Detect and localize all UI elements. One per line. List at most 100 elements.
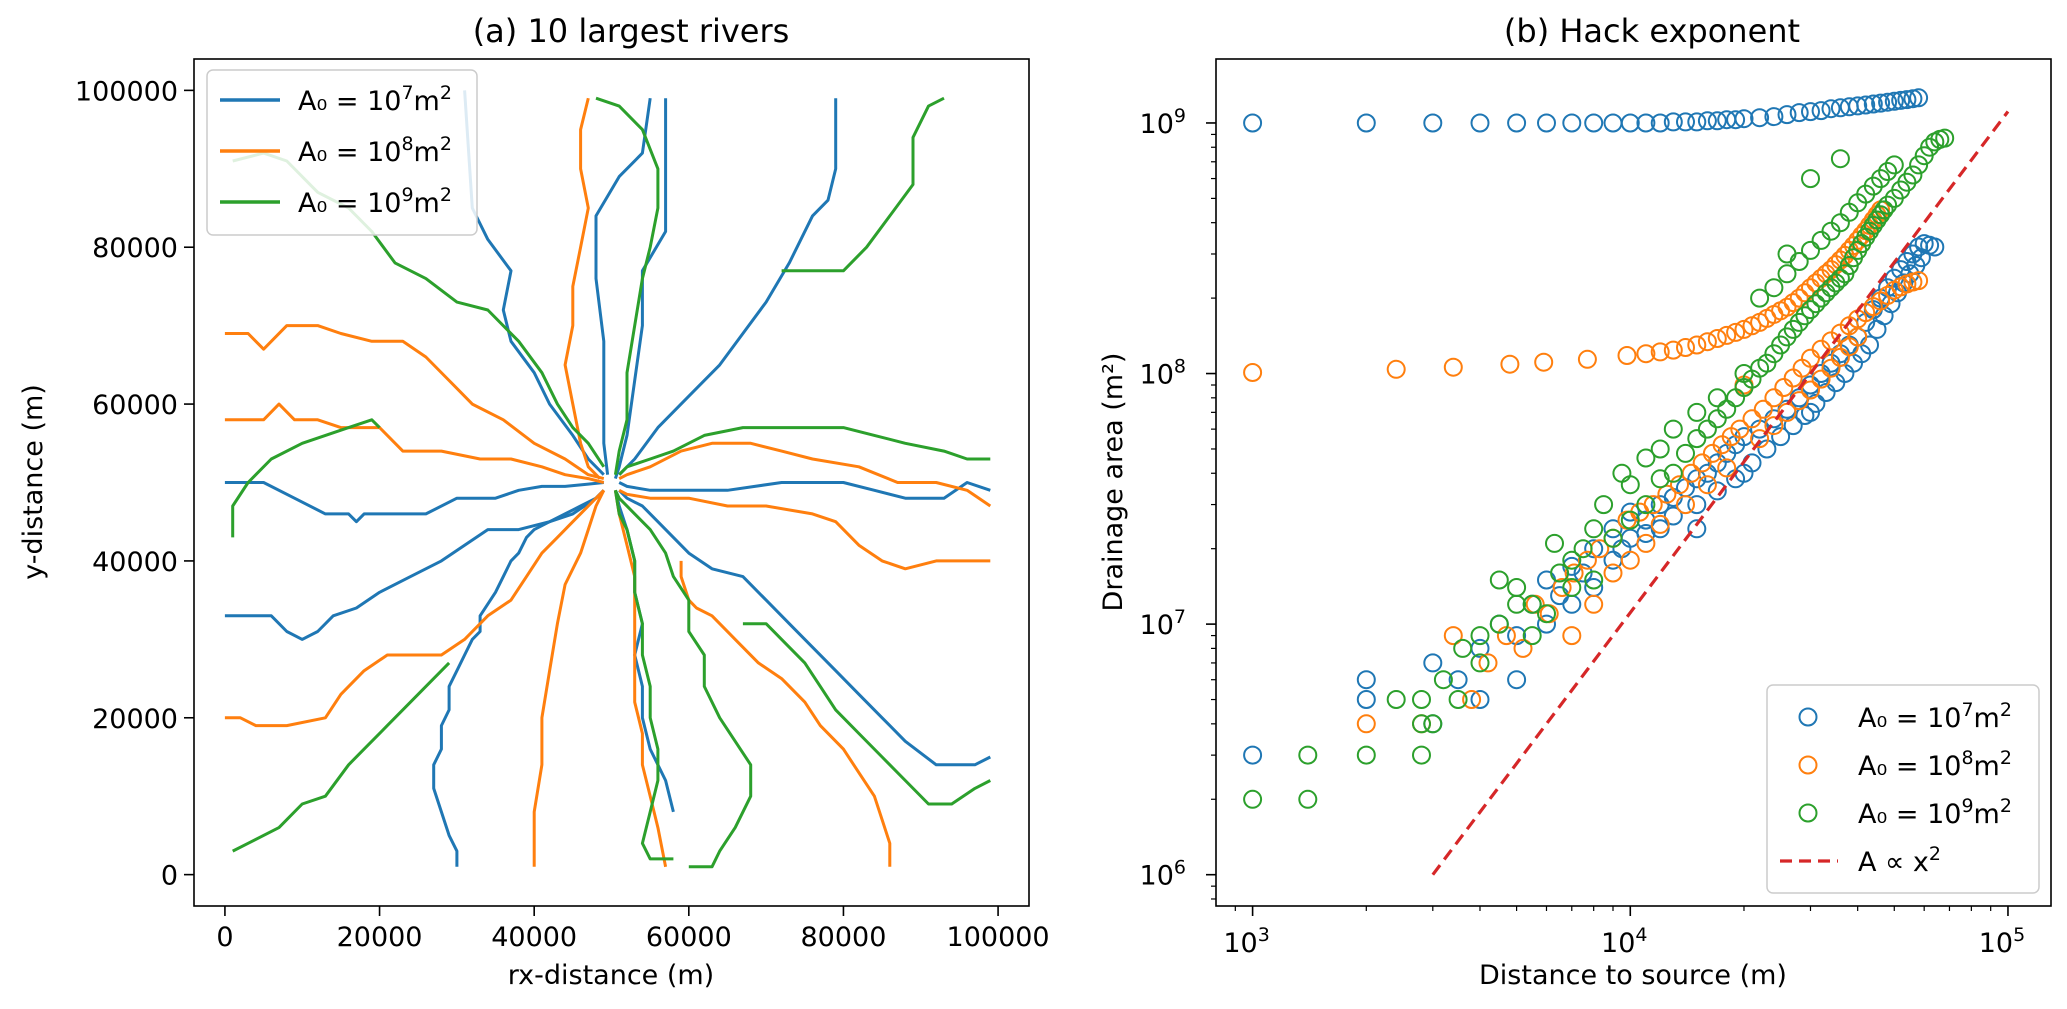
scatter-point-green [1243,789,1263,809]
scatter-point-orange [1657,484,1677,504]
scatter-point-green [1801,240,1820,260]
scatter-point-green [1620,475,1640,495]
panel-b-legend: A₀ = 107m2 A₀ = 108m2 A₀ = 109m2 A ∝ x2 [1766,684,2040,894]
scatter-point-blue [1573,563,1593,583]
scatter-point-green [1871,169,1891,189]
b-ytick-label: 107 [1140,606,1186,641]
scatter-point-blue [1507,113,1527,133]
b-ytick-label: 106 [1140,857,1186,892]
scatter-point-green [1717,399,1737,419]
scatter-point-green [1935,128,1955,148]
scatter-point-orange [1534,352,1554,372]
scatter-point-green [1867,210,1887,230]
panel-a-title: (a) 10 largest rivers [473,12,790,50]
scatter-point-blue [1925,237,1945,257]
scatter-point-blue [1687,495,1707,515]
a-xtick-label: 0 [216,922,233,953]
river-line-orange-9 [613,490,668,868]
scatter-point-green [1757,353,1777,373]
scatter-point-green [1522,626,1542,646]
river-line-orange-5 [563,97,601,480]
scatter-point-orange [1356,714,1376,734]
panel-a-xlabel: rx-distance (m) [508,960,714,991]
scatter-point-blue [1663,506,1683,526]
scatter-point-green [1650,439,1670,459]
scatter-point-blue [1811,101,1831,121]
scatter-point-green [1594,495,1614,515]
scatter-point-blue [1356,690,1376,709]
scatter-point-orange [1663,340,1683,360]
scatter-point-orange [1726,322,1746,342]
scatter-point-green [1801,169,1820,189]
scatter-point-blue [1537,614,1556,634]
scatter-point-green [1562,550,1582,570]
scatter-point-blue [1603,113,1623,133]
b-legend-label-red: A ∝ x2 [1858,843,1941,878]
scatter-point-orange [1670,475,1689,495]
scatter-point-green [1777,264,1797,284]
river-line-green-5 [781,96,945,273]
panel-a-frame [193,58,1030,907]
a-ytick-label: 40000 [92,547,178,578]
scatter-point-green [1801,300,1820,320]
river-line-orange-4 [224,324,605,481]
scatter-point-green [1522,594,1542,614]
scatter-point-green [1874,200,1894,220]
river-line-green-4 [595,96,660,475]
scatter-point-green [1697,419,1717,439]
scatter-point-green [1545,533,1564,553]
scatter-point-green [1795,306,1815,326]
scatter-point-green [1811,230,1831,250]
panel-a-legend: A₀ = 107m2 A₀ = 108m2 A₀ = 109m2 [206,69,478,236]
scatter-point-orange [1764,388,1784,408]
scatter-point-orange [1789,288,1809,308]
river-line-blue-6 [613,98,668,480]
scatter-point-orange [1500,354,1520,374]
scatter-point-green [1806,294,1826,314]
scatter-point-blue [1687,112,1707,132]
b-ytick-label: 109 [1140,105,1186,140]
scatter-point-green [1584,570,1604,590]
river-line-blue-2 [224,489,605,641]
scatter-point-green [1636,448,1656,468]
scatter-point-green [1453,638,1473,658]
a-xtick-label: 40000 [491,922,577,953]
scatter-point-green [1537,604,1556,624]
river-line-orange-7 [618,488,991,571]
river-line-orange-6 [618,441,992,508]
a-xtick-label: 80000 [800,922,886,953]
river-line-blue-9 [618,489,991,767]
river-line-orange-1 [532,489,606,867]
scatter-point-green [1676,443,1695,463]
scatter-point-green [1884,155,1904,175]
scatter-point-blue [1777,105,1797,125]
scatter-point-orange [1443,357,1463,377]
scatter-point-blue [1726,110,1746,130]
scatter-point-orange [1636,344,1656,364]
scatter-point-orange [1603,563,1623,583]
scatter-point-green [1507,578,1527,597]
panel-b-title: (b) Hack exponent [1504,12,1800,50]
scatter-point-blue [1878,92,1898,112]
scatter-point-green [1573,539,1593,559]
b-ytick-label: 108 [1140,356,1186,391]
scatter-point-green [1412,690,1431,709]
scatter-point-blue [1687,519,1707,539]
scatter-point-blue [1356,670,1376,690]
b-legend-marker-green [1798,803,1818,823]
scatter-point-blue [1734,109,1754,129]
a-legend-label-green: A₀ = 109m2 [298,184,452,219]
scatter-point-orange [1777,297,1797,317]
scatter-point-orange [1730,419,1750,439]
scatter-point-green [1871,205,1891,225]
river-line-blue-8 [618,481,991,500]
scatter-point-blue [1620,502,1640,522]
scatter-point-blue [1603,519,1623,539]
scatter-point-blue [1707,111,1727,131]
scatter-point-orange [1764,416,1784,436]
river-line-green-1 [232,661,451,853]
scatter-point-blue [1697,111,1717,131]
scatter-point-orange [1636,533,1656,553]
scatter-point-blue [1650,113,1670,133]
